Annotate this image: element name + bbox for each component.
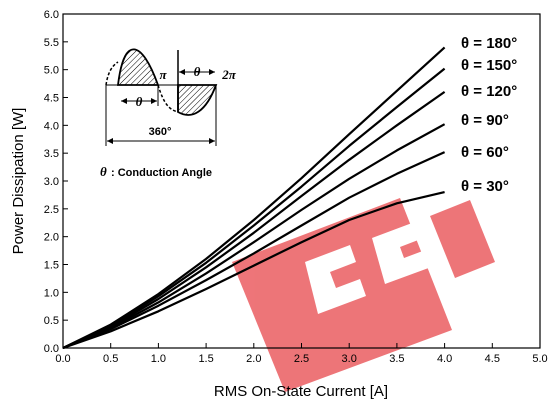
inset-pi-label: π	[159, 67, 167, 82]
inset-dashed-lead	[105, 61, 119, 86]
inset-2pi-label: 2π	[221, 67, 237, 82]
series-label-4: θ = 60°	[461, 144, 509, 161]
inset-arrowhead	[121, 98, 127, 104]
x-tick-label: 0.0	[55, 353, 70, 365]
y-axis-label: Power Dissipation [W]	[10, 108, 27, 255]
inset-caption-theta: θ	[100, 164, 107, 179]
inset-positive-half	[116, 48, 160, 86]
y-tick-label: 1.0	[44, 287, 59, 299]
series-label-2: θ = 120°	[461, 83, 517, 100]
series-label-3: θ = 90°	[461, 112, 509, 129]
y-tick-label: 5.0	[44, 65, 59, 77]
x-tick-label: 4.5	[485, 353, 500, 365]
x-tick-label: 5.0	[532, 353, 547, 365]
series-line-1	[62, 67, 446, 349]
series-line-5	[62, 191, 445, 350]
series-label-0: θ = 180°	[461, 35, 517, 52]
y-tick-label: 3.0	[44, 176, 59, 188]
x-axis-ticks: 0.0 0.5 1.0 1.5 2.0 2.5 3.0 3.5 4.0 4.5 5.0	[55, 343, 548, 365]
series-lines	[62, 46, 446, 350]
inset-arrowhead	[209, 138, 215, 144]
inset-caption: : Conduction Angle	[111, 167, 212, 179]
inset-negative-half	[177, 84, 218, 116]
inset-theta-label-2: θ	[194, 64, 201, 79]
inset-360-label: 360°	[149, 126, 172, 138]
inset-arrowhead	[107, 138, 113, 144]
y-tick-label: 6.0	[44, 9, 59, 21]
inset-theta-label: θ	[136, 94, 143, 109]
series-label-5: θ = 30°	[461, 178, 509, 195]
inset-arrowhead	[209, 69, 215, 75]
y-tick-label: 4.5	[44, 93, 59, 105]
y-tick-label: 1.5	[44, 260, 59, 272]
x-axis-label: RMS On-State Current [A]	[214, 383, 388, 400]
y-tick-label: 5.5	[44, 37, 59, 49]
x-tick-label: 3.5	[389, 353, 404, 365]
x-tick-label: 0.5	[103, 353, 118, 365]
y-tick-label: 2.0	[44, 232, 59, 244]
y-tick-label: 3.5	[44, 148, 59, 160]
x-tick-label: 2.0	[246, 353, 261, 365]
inset-arrowhead	[151, 98, 157, 104]
series-line-3	[62, 123, 446, 350]
x-tick-label: 4.0	[437, 353, 452, 365]
x-tick-label: 3.0	[342, 353, 357, 365]
y-tick-label: 0.5	[44, 315, 59, 327]
x-tick-label: 1.5	[198, 353, 213, 365]
inset-dashed-trough	[157, 84, 179, 113]
x-tick-label: 1.0	[151, 353, 166, 365]
series-line-2	[62, 90, 446, 350]
inset-arrowhead	[179, 69, 185, 75]
series-label-1: θ = 150°	[461, 57, 517, 74]
conduction-angle-inset: θ θ π 2π 360° θ : Conduction Angle	[100, 48, 237, 179]
y-axis-ticks: 0.0 0.5 1.0 1.5 2.0 2.5 3.0 3.5 4.0 4.5 5.0 5.5 6.0	[44, 9, 68, 355]
y-tick-label: 2.5	[44, 204, 59, 216]
series-labels: θ = 180° θ = 150° θ = 120° θ = 90° θ = 60° θ …	[461, 35, 517, 195]
y-tick-label: 4.0	[44, 120, 59, 132]
y-tick-label: 0.0	[44, 343, 59, 355]
series-line-0	[62, 46, 446, 349]
watermark-logo	[232, 198, 495, 392]
x-tick-label: 2.5	[294, 353, 309, 365]
series-line-4	[62, 151, 446, 350]
